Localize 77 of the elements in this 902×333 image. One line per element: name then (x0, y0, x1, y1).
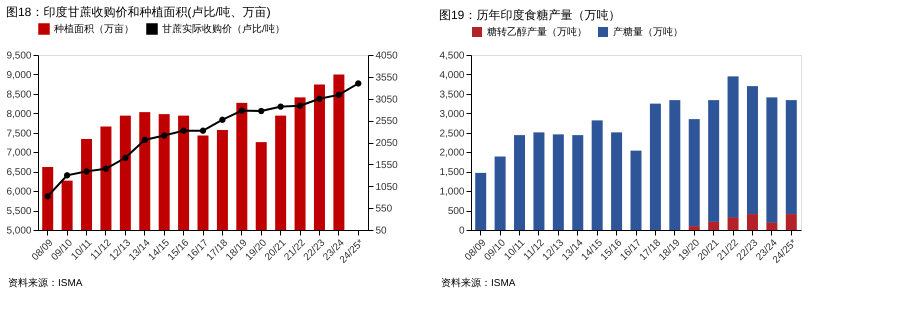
point (316, 96, 323, 102)
y-tick-label: 9,000 (6, 70, 32, 81)
point (64, 172, 70, 178)
y2-tick-label: 4050 (376, 50, 398, 62)
y2-tick-label: 3550 (376, 72, 398, 84)
y2-tick-label: 1550 (376, 160, 398, 171)
bar (728, 218, 739, 230)
y-tick-label: 5,500 (6, 206, 32, 218)
bar (728, 76, 739, 218)
bar (669, 100, 680, 230)
bar (552, 134, 564, 230)
y-tick-label: 7,000 (6, 148, 32, 159)
bar (746, 86, 758, 214)
point (258, 108, 264, 114)
point (355, 80, 362, 87)
y2-tick-label: 2550 (376, 116, 398, 128)
point (161, 132, 168, 139)
bar (746, 214, 758, 230)
point (102, 166, 110, 172)
bar (688, 226, 700, 230)
chart-title: 图19：历年印度食糖产量（万吨） (438, 8, 620, 22)
bar (708, 100, 720, 222)
bar (630, 150, 642, 230)
bar (533, 132, 544, 230)
y-tick-label: 6,000 (6, 186, 32, 198)
y2-tick-label: 50 (376, 226, 388, 236)
bar (514, 135, 526, 230)
y-tick-label: 4,000 (439, 70, 465, 81)
point (277, 103, 284, 110)
point (142, 136, 148, 144)
y-tick-label: 2,500 (439, 128, 465, 140)
legend-label: 甘蔗实际收购价（卢比/吨） (162, 23, 285, 35)
chart-title: 图18：印度甘蔗收购价和种植面积(卢比/吨、万亩) (6, 5, 271, 19)
point (336, 92, 342, 98)
y-tick-label: 1,000 (439, 186, 465, 198)
point (122, 154, 129, 161)
y-tick-label: 6,500 (6, 167, 32, 178)
bar (494, 156, 506, 230)
y-tick-label: 500 (448, 206, 465, 218)
point (44, 193, 51, 200)
bar (650, 104, 661, 230)
y-tick-label: 7,500 (6, 128, 32, 140)
point (83, 168, 90, 175)
y-tick-label: 9,500 (6, 50, 32, 62)
bar (766, 222, 778, 230)
bar (611, 132, 622, 230)
point (219, 116, 226, 123)
bar (766, 97, 778, 223)
point (238, 107, 245, 114)
y2-tick-label: 2050 (376, 138, 398, 149)
bar (786, 214, 797, 230)
y2-tick-label: 3050 (376, 94, 398, 106)
y-tick-label: 3,500 (439, 89, 465, 100)
bar (688, 119, 700, 226)
y-tick-label: 4,500 (439, 50, 465, 62)
bar (786, 100, 797, 214)
text: 资料来源：ISMA (441, 277, 516, 289)
y2-tick-label: 550 (376, 204, 393, 215)
y-tick-label: 3,000 (439, 108, 465, 120)
point (200, 128, 206, 134)
point (180, 128, 187, 134)
y-tick-label: 0 (458, 226, 465, 236)
bar (708, 222, 720, 230)
legend-label: 糖转乙醇产量（万吨） (487, 26, 587, 38)
legend-label: 产糖量（万吨） (613, 26, 683, 38)
text: 资料来源：ISMA (8, 277, 83, 289)
y-tick-label: 5,000 (6, 226, 32, 236)
bar (475, 172, 486, 230)
legend-label: 种植面积（万亩） (54, 23, 134, 35)
y-tick-label: 8,500 (6, 89, 32, 100)
y-tick-label: 1,500 (439, 167, 465, 178)
bar (592, 120, 603, 230)
y-tick-label: 2,000 (439, 148, 465, 159)
bar (572, 135, 584, 230)
y-tick-label: 8,000 (6, 108, 32, 120)
point (296, 102, 304, 109)
y2-tick-label: 1050 (376, 182, 398, 193)
